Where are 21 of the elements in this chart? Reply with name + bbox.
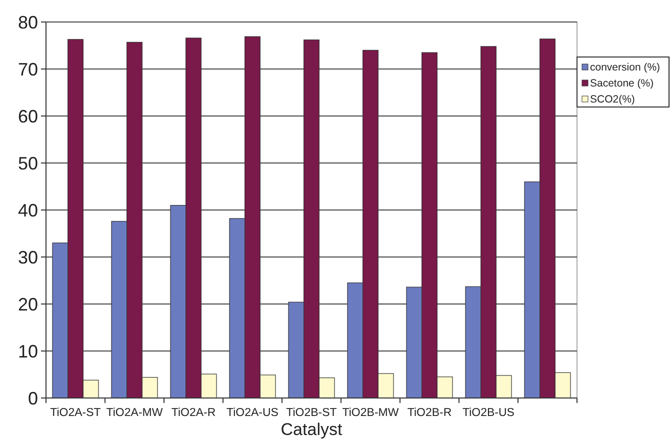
x-tick-label: TiO2B-US [462, 407, 515, 419]
x-tick-label: TiO2A-ST [50, 407, 101, 419]
y-tick-label: 50 [18, 153, 38, 174]
y-tick-label: 60 [18, 106, 38, 126]
legend-label: conversion (%) [590, 62, 660, 74]
y-tick-label: 30 [18, 247, 38, 268]
x-tick-label: TiO2A-R [171, 407, 216, 419]
y-tick-label: 70 [18, 59, 38, 80]
y-tick-label: 40 [18, 200, 38, 220]
y-tick-label: 10 [18, 341, 38, 362]
x-tick-label: TiO2A-MW [106, 407, 163, 419]
y-tick-label: 0 [28, 388, 38, 408]
legend-label: Sacetone (%) [590, 78, 654, 90]
x-tick-label: TiO2B-R [407, 407, 452, 419]
x-tick-label: TiO2B-MW [342, 407, 399, 419]
x-tick-label: TiO2A-US [226, 407, 279, 419]
legend-label: SCO2(%) [590, 94, 635, 106]
x-axis-title: Catalyst [280, 420, 342, 439]
y-tick-label: 20 [18, 294, 38, 314]
y-tick-label: 80 [18, 12, 38, 32]
x-tick-label: TiO2B-ST [286, 407, 337, 419]
